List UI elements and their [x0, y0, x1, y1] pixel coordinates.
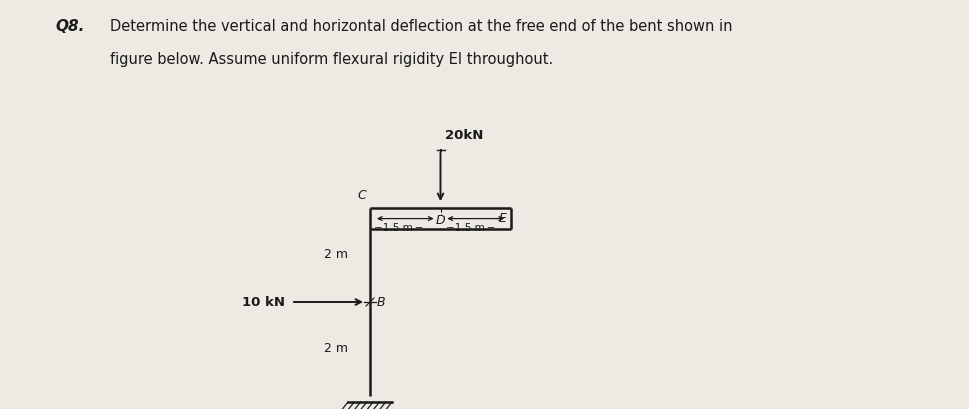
Text: C: C — [358, 189, 366, 202]
Text: 2 m: 2 m — [324, 249, 348, 261]
Text: figure below. Assume uniform flexural rigidity EI throughout.: figure below. Assume uniform flexural ri… — [110, 52, 553, 67]
Text: 10 kN: 10 kN — [242, 295, 285, 308]
Text: Q8.: Q8. — [55, 19, 84, 34]
Text: 20kN: 20kN — [446, 129, 484, 142]
Text: E: E — [499, 212, 507, 225]
Text: 2 m: 2 m — [324, 342, 348, 355]
Text: D: D — [436, 214, 446, 227]
Text: −1.5 m ─: −1.5 m ─ — [374, 222, 422, 233]
Text: −1.5 m ─: −1.5 m ─ — [446, 222, 494, 233]
Text: B: B — [377, 295, 386, 308]
Text: Determine the vertical and horizontal deflection at the free end of the bent sho: Determine the vertical and horizontal de… — [110, 19, 733, 34]
